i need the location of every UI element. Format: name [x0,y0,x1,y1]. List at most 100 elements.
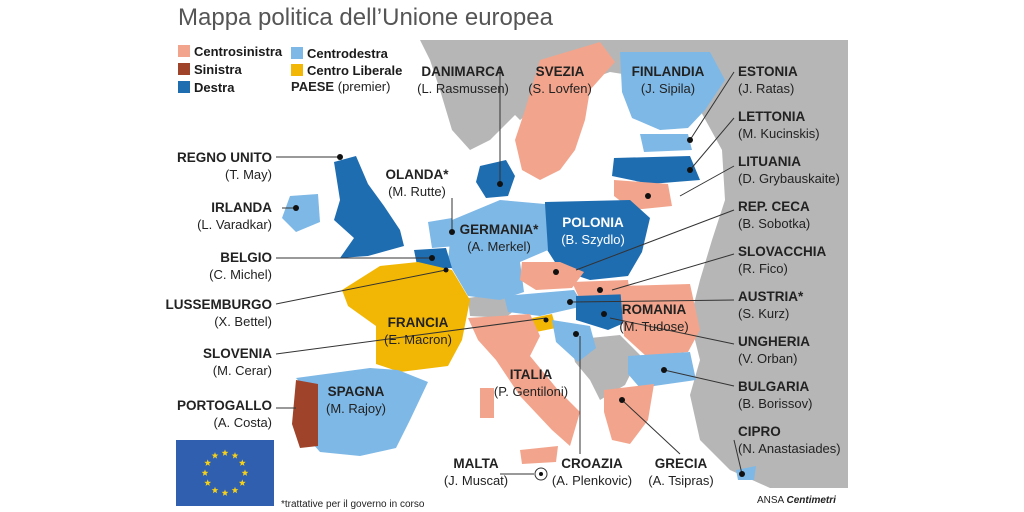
country-shape-germania [448,200,548,300]
leader-line-ungheria [609,317,735,345]
country-shape-grecia [604,384,654,444]
premier-name: (M. Cerar) [212,363,272,378]
capital-dot-olanda [449,229,455,235]
leader-line-cipro [733,439,743,475]
premier-name: (C. Michel) [209,267,272,282]
country-name: ESTONIA [738,64,798,79]
label-francia: FRANCIA (E. Macron) [372,314,464,348]
leader-line-lussemburgo [275,269,447,305]
eu-star-icon [221,489,229,496]
country-shape-francia [342,262,470,372]
capital-dot-bulgaria [661,367,667,373]
country-name: BULGARIA [738,379,810,394]
label-belgio: BELGIO (C. Michel) [150,249,272,283]
eu-star-icon [211,452,219,459]
premier-name: (V. Orban) [738,351,798,366]
premier-name: (M. Kucinskis) [738,126,820,141]
country-name: POLONIA [562,215,624,230]
country-name: PORTOGALLO [176,398,272,413]
label-regno-unito: REGNO UNITO (T. May) [150,149,272,183]
label-rep-ceca: REP. CECA (B. Sobotka) [738,198,810,232]
premier-name: (A. Plenkovic) [551,473,633,488]
legend-label-centrosinistra: Centrosinistra [194,44,283,59]
country-shape-croazia [552,320,596,362]
country-name: SLOVENIA [202,346,272,361]
brand-ansa: ANSA [757,495,784,506]
map-title: Mappa politica dell’Unione europea [178,4,553,31]
eu-star-icon [221,449,229,456]
label-irlanda: IRLANDA (L. Varadkar) [150,199,272,233]
label-finlandia: FINLANDIA (J. Sipila) [620,63,716,97]
premier-name: (R. Fico) [738,261,788,276]
label-lituania: LITUANIA (D. Grybauskaite) [738,153,840,187]
premier-name: (T. May) [225,167,272,182]
brand-centimetri: Centimetri [786,495,836,506]
country-name: REGNO UNITO [176,150,272,165]
leader-line-lettonia [689,117,735,171]
country-name: CIPRO [738,424,781,439]
premier-name: (J. Ratas) [738,81,795,96]
label-danimarca: DANIMARCA (L. Rasmussen) [408,63,518,97]
legend-label-sinistra: Sinistra [194,62,242,77]
country-name: REP. CECA [738,199,810,214]
eu-star-icon [211,486,219,494]
country-shape-finlandia [620,52,725,130]
leader-line-slovacchia [611,253,735,291]
premier-name: (M. Rutte) [388,184,446,199]
country-shape-svezia [515,42,615,180]
legend-label-centrodestra: Centrodestra [307,46,388,61]
capital-dot-malta [539,472,543,476]
country-shape-portogallo [292,380,318,448]
legend-label-centro-liberale: Centro Liberale [307,63,403,78]
country-name: LITUANIA [738,154,801,169]
capital-dot-rep-ceca [553,269,559,275]
country-name: ROMANIA [621,302,687,317]
leader-line-estonia [689,71,735,141]
capital-dot-slovacchia [597,287,603,293]
country-shape-lettonia [612,156,700,184]
label-olanda: OLANDA* (M. Rutte) [372,166,462,200]
legend-item-centro-liberale: Centro Liberale [291,63,402,78]
country-name: ITALIA [509,367,553,382]
capital-dots [293,137,745,477]
capital-dot-cipro [739,471,745,477]
footnote: *trattative per il governo in corso [281,499,425,510]
non-eu-land [420,40,848,488]
premier-name: (J. Muscat) [443,473,509,488]
capital-dot-irlanda [293,205,299,211]
premier-name: (L. Rasmussen) [417,81,509,96]
leader-line-rep-ceca [575,209,735,271]
leader-line-lituania [679,165,735,197]
brand-logo: ANSA Centimetri [757,495,836,506]
capital-dot-lussemburgo [443,267,449,273]
capital-dot-danimarca [497,181,503,187]
label-germania: GERMANIA* (A. Merkel) [458,221,540,255]
country-shape-danimarca [476,160,515,198]
premier-name: (A. Tsipras) [648,473,714,488]
legend-swatch-centrodestra [291,47,303,59]
label-austria: AUSTRIA* (S. Kurz) [738,288,803,322]
capital-dot-grecia [619,397,625,403]
premier-name: (L. Varadkar) [197,217,272,232]
country-name: GERMANIA* [459,222,539,237]
capital-dot-estonia [687,137,693,143]
premier-name: (B. Borissov) [738,396,813,411]
country-shape-regno-unito [334,156,404,258]
premier-name: (S. Kurz) [738,306,790,321]
premier-name: (M. Rajoy) [326,401,386,416]
legend-swatch-centrosinistra [178,45,190,57]
country-name: GRECIA [654,456,708,471]
country-shape-sicilia [520,446,558,464]
eu-star-icon [241,469,249,476]
eu-star-icon [204,479,212,486]
premier-name: (J. Sipila) [640,81,696,96]
label-estonia: ESTONIA (J. Ratas) [738,63,798,97]
premier-name: (B. Szydlo) [561,232,625,247]
premier-name: (E. Macron) [384,332,452,347]
legend-item-centrosinistra: Centrosinistra [178,44,282,59]
legend-paese-key: PAESE (premier) [291,79,390,94]
legend-item-destra: Destra [178,80,234,95]
capital-dot-austria [567,299,573,305]
premier-name: (A. Merkel) [467,239,531,254]
